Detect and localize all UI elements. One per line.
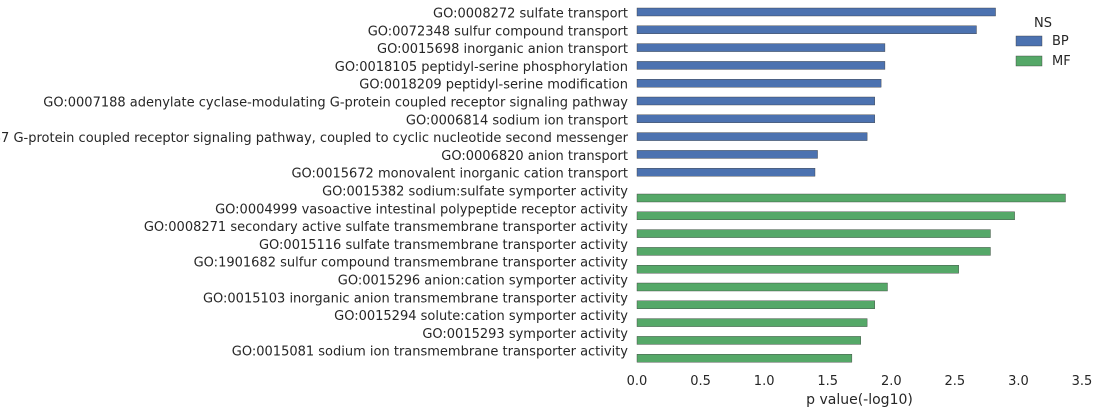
category-label: GO:0015296 anion:cation symporter activi…: [338, 274, 629, 289]
bar-bp: [636, 61, 886, 70]
bar-mf: [636, 265, 959, 274]
bar-mf: [636, 336, 861, 345]
bar-mf: [636, 229, 991, 238]
x-tick-label: 1.0: [754, 374, 775, 389]
category-label: GO:0007188 adenylate cyclase-modulating …: [43, 96, 628, 111]
x-tick-label: 2.5: [945, 374, 966, 389]
x-axis-ticks: 0.0 0.5 1.0 1.5 2.0 2.5 3.0 3.5: [627, 374, 1093, 389]
category-label: GO:0015672 monovalent inorganic cation t…: [291, 167, 628, 182]
x-tick-label: 0.0: [627, 374, 648, 389]
bar-bp: [636, 132, 868, 141]
category-label: GO:1901682 sulfur compound transmembrane…: [194, 256, 629, 271]
bar-bp: [636, 167, 816, 177]
category-label: GO:0015698 inorganic anion transport: [377, 42, 628, 57]
bar-mf: [636, 211, 1015, 221]
x-tick-label: 2.0: [881, 374, 902, 389]
x-tick-label: 3.0: [1008, 374, 1029, 389]
bar-bp: [636, 7, 996, 17]
x-axis-title: p value(-log10): [806, 392, 913, 408]
bar-bp: [636, 78, 882, 88]
bar-bp: [636, 96, 875, 106]
bar-mf: [636, 318, 868, 327]
bar-bp: [636, 25, 977, 34]
category-label: GO:0018209 peptidyl-serine modification: [359, 78, 628, 93]
category-label: GO:0015294 solute:cation symporter activ…: [334, 309, 628, 324]
category-label: GO:0015293 symporter activity: [422, 327, 628, 342]
legend: NS BP MF: [1015, 16, 1071, 69]
bar-bp: [636, 114, 875, 124]
legend-label: BP: [1052, 34, 1069, 49]
legend-label: MF: [1052, 54, 1071, 69]
bars: [636, 7, 1066, 363]
category-label: GO:0015103 inorganic anion transmembrane…: [203, 291, 628, 306]
category-label: GO:0004999 vasoactive intestinal polypep…: [215, 202, 628, 217]
bar-bp: [636, 43, 886, 52]
legend-swatch-bp: [1015, 35, 1043, 47]
x-tick-label: 1.5: [817, 374, 838, 389]
x-tick-label: 0.5: [690, 374, 711, 389]
x-tick-label: 3.5: [1072, 374, 1093, 389]
category-label: GO:0015116 sulfate transmembrane transpo…: [259, 238, 628, 253]
category-labels: GO:0008272 sulfate transport GO:0072348 s…: [0, 7, 629, 360]
bar-mf: [636, 300, 875, 309]
bar-mf: [636, 193, 1066, 203]
legend-swatch-mf: [1015, 55, 1043, 67]
bar-bp: [636, 150, 818, 159]
category-label: GO:0015382 sodium:sulfate symporter acti…: [322, 185, 628, 200]
category-label: GO:0018105 peptidyl-serine phosphorylati…: [335, 60, 628, 75]
category-label: GO:0008271 secondary active sulfate tran…: [144, 220, 628, 235]
category-label: GO:0007187 G-protein coupled receptor si…: [0, 131, 629, 146]
bar-mf: [636, 247, 991, 256]
bar-mf: [636, 282, 888, 292]
legend-title: NS: [1034, 16, 1052, 31]
bar-mf: [636, 354, 853, 363]
category-label: GO:0008272 sulfate transport: [433, 7, 628, 22]
category-label: GO:0072348 sulfur compound transport: [368, 24, 628, 39]
category-label: GO:0015081 sodium ion transmembrane tran…: [232, 345, 628, 360]
category-label: GO:0006820 anion transport: [441, 149, 628, 164]
category-label: GO:0006814 sodium ion transport: [406, 113, 628, 128]
